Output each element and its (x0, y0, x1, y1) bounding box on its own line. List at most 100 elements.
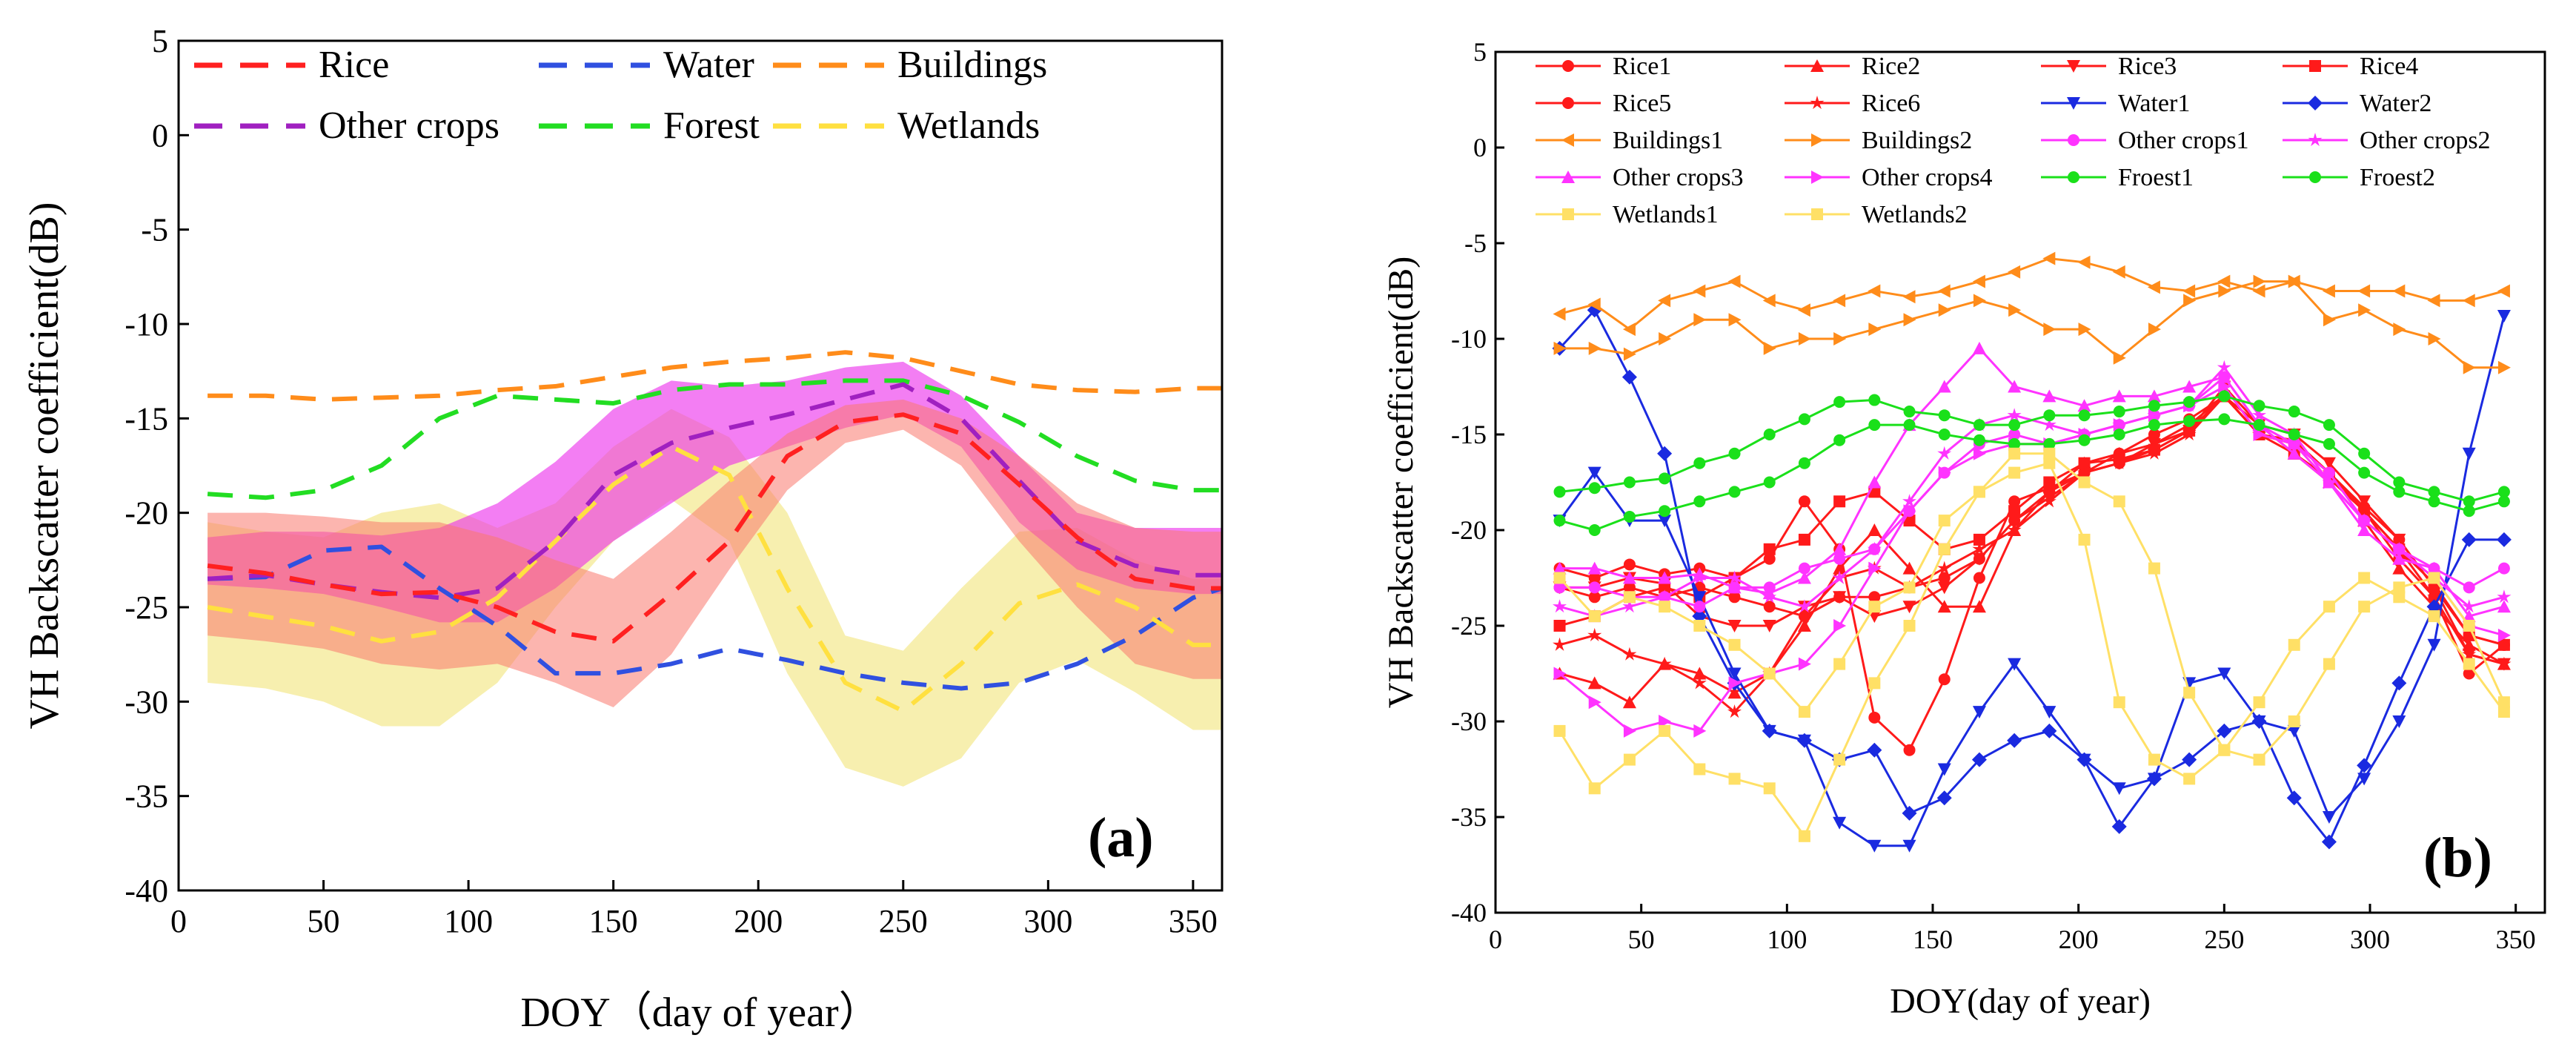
legend-label: Rice4 (2360, 53, 2418, 80)
legend-marker (1810, 96, 1825, 110)
data-point-wetlands2 (1868, 601, 1881, 613)
data-point-rice1 (1973, 572, 1985, 584)
y-axis-label: VH Backscatter coefficient(dB) (1381, 257, 1421, 709)
legend-marker (1811, 171, 1824, 184)
x-tick-label: 200 (734, 903, 783, 939)
data-point-froest1 (1693, 457, 1706, 469)
y-tick-label: -5 (141, 212, 168, 248)
data-point-wetlands1 (2463, 620, 2475, 632)
data-point-wetlands2 (2428, 610, 2440, 623)
data-point-wetlands2 (2078, 533, 2091, 546)
data-point-other-crops1 (1553, 581, 1566, 594)
data-point-buildings1 (2077, 255, 2091, 269)
data-point-buildings2 (1833, 332, 1847, 345)
legend-label: Wetlands (897, 105, 1040, 147)
y-tick-label: -5 (1464, 228, 1487, 258)
y-tick-label: -25 (1451, 611, 1487, 641)
data-point-buildings1 (2217, 274, 2231, 288)
y-tick-label: -10 (125, 306, 168, 343)
data-point-froest2 (1693, 495, 1706, 508)
data-point-rice5 (1868, 591, 1881, 604)
series-line-buildings2 (1559, 280, 2504, 369)
x-tick-label: 50 (1628, 925, 1655, 954)
data-point-rice3 (1937, 581, 1951, 595)
series-line-rice6 (1559, 394, 2505, 714)
data-point-wetlands1 (1553, 724, 1566, 737)
series-line-buildings (208, 350, 1222, 402)
data-point-rice1 (1798, 495, 1810, 508)
data-point-water2 (2146, 771, 2162, 787)
band-wetlands (208, 409, 1223, 787)
legend-marker (2309, 60, 2321, 72)
data-point-wetlands2 (1623, 591, 1636, 604)
data-point-wetlands1 (2428, 572, 2440, 584)
data-point-other-crops3 (2182, 380, 2197, 393)
data-point-buildings2 (1659, 332, 1672, 345)
data-point-water1 (2217, 667, 2231, 681)
data-point-water1 (1693, 591, 1707, 604)
data-point-wetlands1 (2043, 447, 2056, 460)
data-point-other-crops4 (1553, 667, 1567, 681)
data-point-froest1 (2043, 409, 2056, 422)
data-point-water2 (2077, 752, 2092, 767)
data-point-rice5 (1588, 591, 1601, 604)
legend-marker (1562, 60, 1574, 72)
data-point-froest2 (1903, 419, 1916, 432)
data-point-froest1 (1798, 413, 1810, 426)
data-point-buildings1 (1622, 323, 1636, 337)
data-point-rice6 (1797, 609, 1812, 623)
data-point-other-crops2 (1553, 599, 1567, 613)
data-point-rice5 (1938, 572, 1951, 584)
y-axis-label: VH Backscatter coefficient(dB) (21, 202, 67, 729)
data-point-other-crops2 (1657, 589, 1672, 604)
data-point-water2 (1796, 733, 1812, 748)
data-point-froest2 (1728, 486, 1741, 498)
data-point-water1 (2462, 447, 2476, 460)
data-point-water2 (2111, 819, 2127, 834)
data-point-rice3 (1727, 620, 1742, 632)
data-point-froest1 (1868, 394, 1881, 406)
data-point-froest1 (1553, 486, 1566, 498)
data-point-water1 (2008, 658, 2022, 671)
series-line-rice3 (1559, 385, 2505, 666)
data-point-wetlands1 (1659, 724, 1671, 737)
data-point-froest2 (1868, 419, 1881, 432)
data-point-froest2 (2113, 429, 2125, 440)
data-point-rice6 (2182, 427, 2197, 441)
legend-marker (2067, 60, 2080, 73)
series-line-froest1 (1559, 394, 2505, 503)
data-point-water2 (1936, 790, 1952, 806)
data-point-rice1 (1763, 552, 1776, 565)
data-point-froest1 (2463, 495, 2475, 508)
data-point-buildings2 (2253, 274, 2266, 288)
data-point-wetlands2 (2218, 744, 2231, 756)
data-point-buildings1 (2497, 284, 2510, 298)
data-point-rice4 (2043, 476, 2056, 489)
data-point-buildings1 (2252, 284, 2265, 298)
data-point-wetlands2 (2008, 466, 2021, 479)
x-tick-label: 300 (2350, 925, 2390, 954)
legend-label: Buildings2 (1862, 127, 1972, 154)
data-point-buildings1 (2008, 265, 2021, 279)
data-point-buildings2 (2043, 323, 2057, 337)
data-point-wetlands1 (1868, 677, 1881, 690)
legend-marker (1811, 208, 1823, 220)
data-point-water1 (1587, 466, 1601, 480)
data-point-water2 (1657, 446, 1673, 461)
data-point-buildings1 (1797, 303, 1810, 317)
data-point-buildings1 (1553, 307, 1566, 321)
data-point-froest1 (2253, 400, 2265, 412)
legend-label: Rice6 (1862, 90, 1920, 117)
panel-label-a: (a) (1088, 807, 1154, 869)
data-point-froest2 (1938, 429, 1951, 440)
legend-label: Rice5 (1613, 90, 1671, 117)
y-tick-label: -40 (1451, 898, 1487, 928)
legend-label: Other crops1 (2118, 127, 2249, 154)
data-point-water1 (2112, 782, 2126, 796)
data-point-rice6 (2007, 523, 2022, 537)
legend-label: Froest1 (2118, 164, 2194, 191)
data-point-rice2 (1727, 686, 1742, 699)
data-point-rice6 (2357, 503, 2371, 518)
data-point-other-crops4 (1798, 657, 1811, 671)
data-point-froest2 (2288, 429, 2300, 440)
